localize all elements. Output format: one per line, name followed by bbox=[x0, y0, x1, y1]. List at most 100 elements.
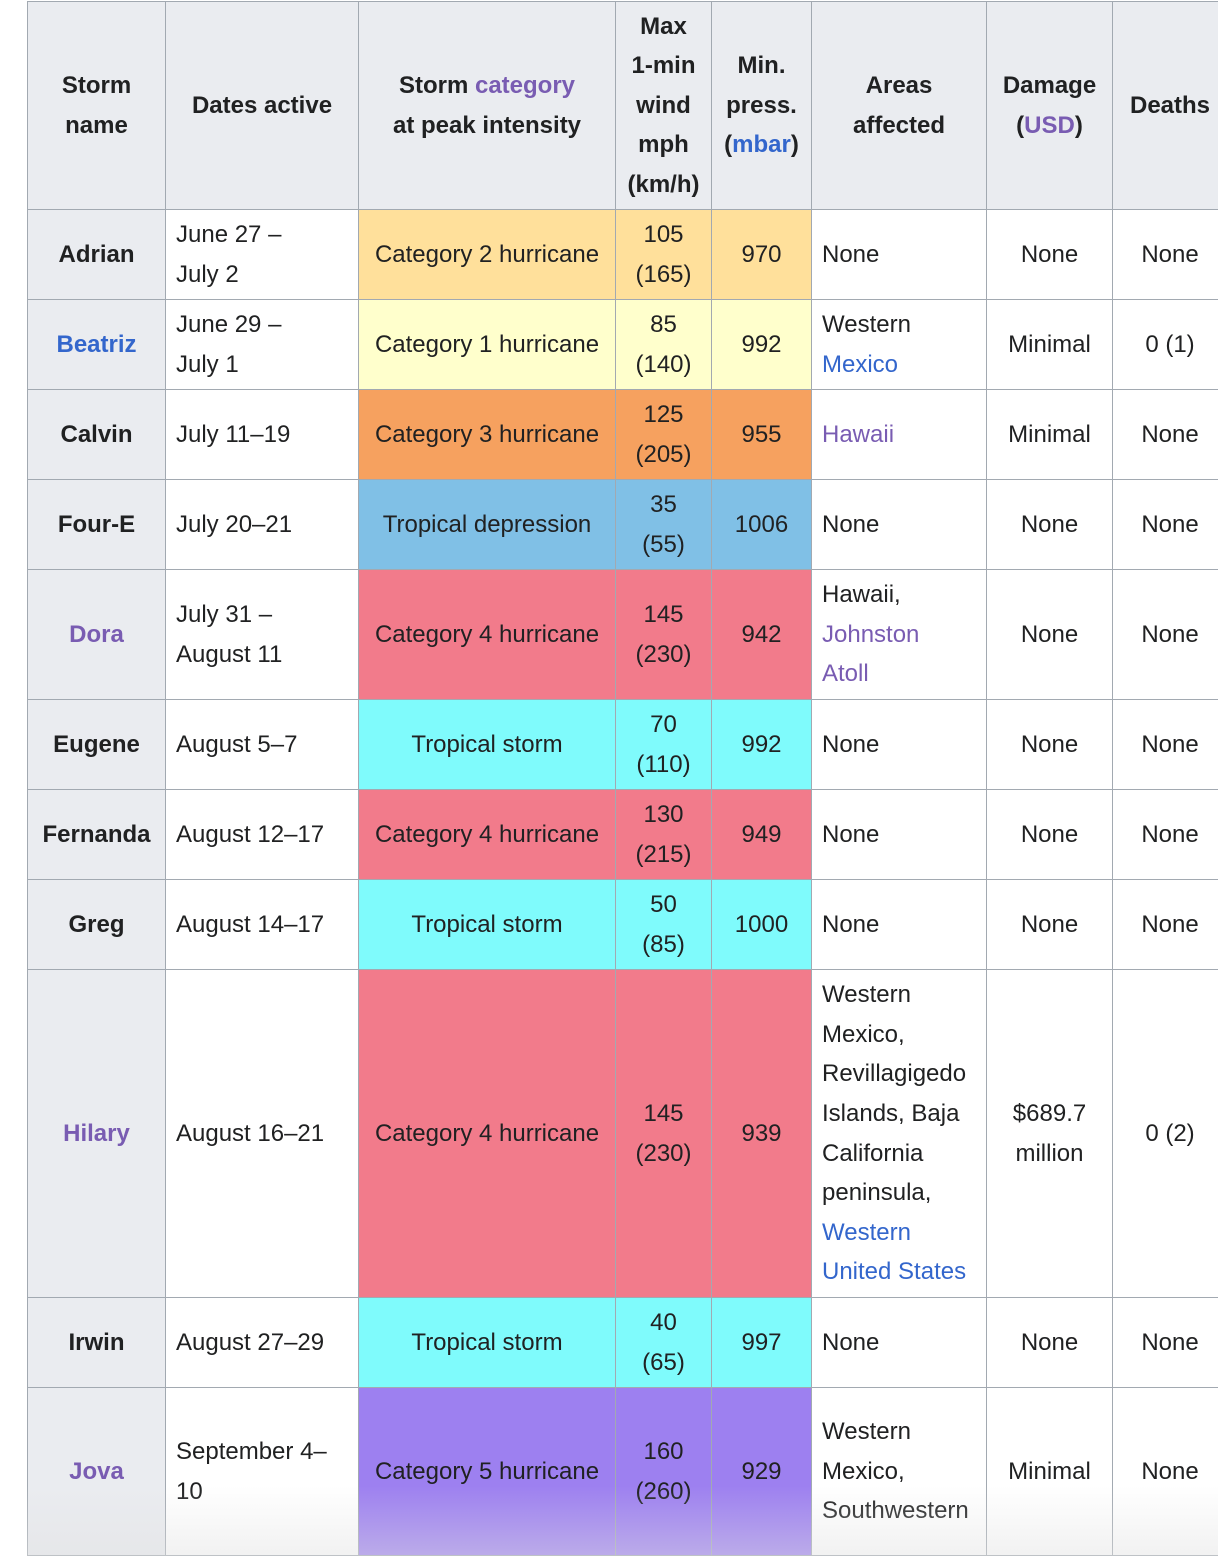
category-text: Category 5 hurricane bbox=[375, 1458, 599, 1485]
min-pressure-value: 955 bbox=[741, 421, 781, 448]
header-storm-name[interactable]: Storm name bbox=[28, 2, 166, 210]
min-pressure-value: 949 bbox=[741, 821, 781, 848]
area-text: Mexico, bbox=[822, 1021, 905, 1048]
category-cell: Tropical storm bbox=[359, 1298, 616, 1388]
category-text: Tropical storm bbox=[411, 731, 562, 758]
areas-affected-cell: None bbox=[812, 210, 987, 300]
dates-active-cell: June 29 –July 1 bbox=[166, 300, 359, 390]
header-category-suffix: at peak intensity bbox=[393, 112, 581, 139]
header-areas-affected[interactable]: Areas affected bbox=[812, 2, 987, 210]
storm-name-cell: Eugene bbox=[28, 700, 166, 790]
min-pressure-cell: 992 bbox=[712, 700, 812, 790]
dates-active-cell: August 14–17 bbox=[166, 880, 359, 970]
mbar-link[interactable]: mbar bbox=[732, 131, 791, 158]
usd-link[interactable]: USD bbox=[1024, 112, 1075, 139]
header-pressure-line: press. bbox=[726, 92, 797, 119]
damage-cell: None bbox=[987, 210, 1113, 300]
damage-cell: None bbox=[987, 1298, 1113, 1388]
area-link[interactable]: Atoll bbox=[822, 660, 869, 687]
storm-name-cell: Four-E bbox=[28, 480, 166, 570]
area-link[interactable]: Johnston bbox=[822, 621, 919, 648]
category-text: Category 1 hurricane bbox=[375, 331, 599, 358]
area-text: Western bbox=[822, 981, 911, 1008]
area-link[interactable]: Western bbox=[822, 1219, 911, 1246]
header-dates-active-text: Dates active bbox=[192, 92, 332, 119]
storm-name[interactable]: Jova bbox=[69, 1458, 124, 1485]
category-text: Category 4 hurricane bbox=[375, 821, 599, 848]
damage-cell: Minimal bbox=[987, 1388, 1113, 1556]
storm-name: Greg bbox=[68, 911, 124, 938]
storm-name[interactable]: Hilary bbox=[63, 1120, 130, 1147]
area-text: None bbox=[822, 731, 879, 758]
max-wind-value: (230) bbox=[635, 1140, 691, 1167]
header-damage[interactable]: Damage (USD) bbox=[987, 2, 1113, 210]
max-wind-cell: 105(165) bbox=[616, 210, 712, 300]
dates-active-line: August 11 bbox=[176, 641, 282, 668]
category-cell: Tropical storm bbox=[359, 880, 616, 970]
dates-active-line: August 12–17 bbox=[176, 821, 324, 848]
storm-name-cell: Jova bbox=[28, 1388, 166, 1556]
header-storm-name-text-2: name bbox=[65, 112, 128, 139]
max-wind-value: 70 bbox=[650, 711, 677, 738]
damage-cell: Minimal bbox=[987, 300, 1113, 390]
max-wind-cell: 70(110) bbox=[616, 700, 712, 790]
category-text: Category 4 hurricane bbox=[375, 1120, 599, 1147]
category-text: Category 3 hurricane bbox=[375, 421, 599, 448]
header-max-wind[interactable]: Max 1-min wind mph (km/h) bbox=[616, 2, 712, 210]
deaths-cell: None bbox=[1113, 790, 1218, 880]
max-wind-value: (230) bbox=[635, 641, 691, 668]
area-link[interactable]: United States bbox=[822, 1258, 966, 1285]
damage-value: None bbox=[1021, 821, 1078, 848]
header-wind-line: Max bbox=[640, 13, 687, 40]
max-wind-cell: 40(65) bbox=[616, 1298, 712, 1388]
max-wind-value: 85 bbox=[650, 311, 677, 338]
area-text: None bbox=[822, 511, 879, 538]
min-pressure-value: 970 bbox=[741, 241, 781, 268]
damage-value: Minimal bbox=[1008, 421, 1091, 448]
header-storm-category[interactable]: Storm category at peak intensity bbox=[359, 2, 616, 210]
category-text: Tropical depression bbox=[383, 511, 592, 538]
min-pressure-value: 992 bbox=[741, 331, 781, 358]
area-link[interactable]: Mexico bbox=[822, 351, 898, 378]
storm-name[interactable]: Beatriz bbox=[56, 331, 136, 358]
max-wind-cell: 50(85) bbox=[616, 880, 712, 970]
table-header: Storm name Dates active Storm category a… bbox=[28, 2, 1218, 210]
header-pressure-paren: ( bbox=[724, 131, 732, 158]
deaths-cell: 0 (2) bbox=[1113, 970, 1218, 1298]
category-cell: Tropical storm bbox=[359, 700, 616, 790]
areas-affected-cell: None bbox=[812, 1298, 987, 1388]
header-wind-line: (km/h) bbox=[628, 171, 700, 198]
deaths-value: None bbox=[1141, 911, 1198, 938]
max-wind-value: 40 bbox=[650, 1309, 677, 1336]
storm-name[interactable]: Dora bbox=[69, 621, 124, 648]
dates-active-line: July 20–21 bbox=[176, 511, 292, 538]
deaths-value: None bbox=[1141, 621, 1198, 648]
area-text: Western bbox=[822, 1418, 911, 1445]
min-pressure-value: 929 bbox=[741, 1458, 781, 1485]
category-cell: Category 4 hurricane bbox=[359, 970, 616, 1298]
header-min-pressure[interactable]: Min. press. (mbar) bbox=[712, 2, 812, 210]
header-dates-active[interactable]: Dates active bbox=[166, 2, 359, 210]
damage-value: None bbox=[1021, 1329, 1078, 1356]
min-pressure-cell: 992 bbox=[712, 300, 812, 390]
max-wind-value: (140) bbox=[635, 351, 691, 378]
category-text: Tropical storm bbox=[411, 911, 562, 938]
header-deaths[interactable]: Deaths bbox=[1113, 2, 1218, 210]
dates-active-line: August 27–29 bbox=[176, 1329, 324, 1356]
area-text: peninsula, bbox=[822, 1179, 931, 1206]
max-wind-value: (215) bbox=[635, 841, 691, 868]
min-pressure-value: 1006 bbox=[735, 511, 788, 538]
category-link[interactable]: category bbox=[475, 72, 575, 99]
area-link[interactable]: Hawaii bbox=[822, 421, 894, 448]
max-wind-value: (260) bbox=[635, 1478, 691, 1505]
damage-value: Minimal bbox=[1008, 331, 1091, 358]
min-pressure-cell: 970 bbox=[712, 210, 812, 300]
max-wind-value: 35 bbox=[650, 491, 677, 518]
